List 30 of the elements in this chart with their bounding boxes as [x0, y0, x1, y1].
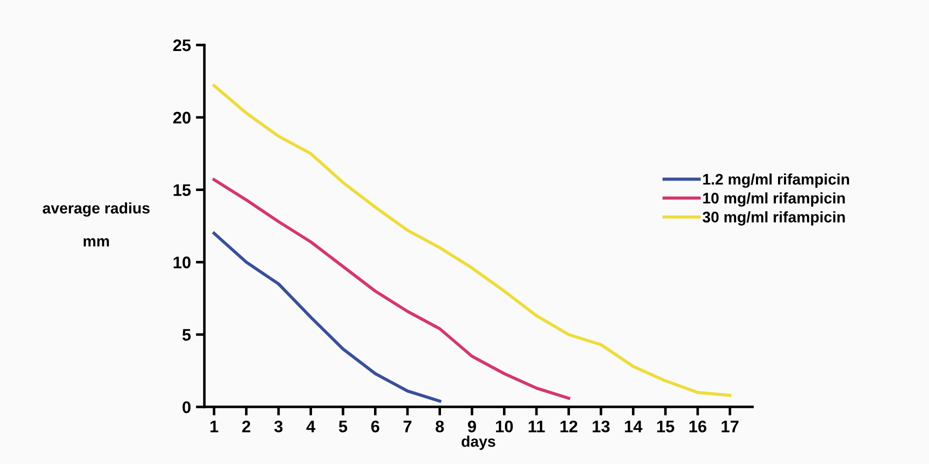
x-tick-label: 11 — [528, 420, 545, 432]
text: average radius mm — [42, 202, 150, 246]
legend-label: 10 mg/ml rifampicin — [703, 192, 845, 207]
x-tick-label: 4 — [306, 420, 316, 432]
x-tick-label: 10 — [496, 420, 513, 432]
x-axis-title: days — [462, 436, 496, 450]
x-tick-label: 15 — [657, 420, 674, 432]
line-series — [212, 232, 442, 403]
x-tick-label: 17 — [722, 420, 738, 432]
x-tick-label: 2 — [242, 420, 250, 432]
line-series — [212, 178, 570, 400]
x-tick-label: 14 — [624, 420, 642, 432]
y-tick-label: 5 — [182, 329, 191, 341]
y-tick-label: 0 — [182, 401, 191, 414]
legend-label: 1.2 mg/ml rifampicin — [703, 173, 850, 188]
y-tick-label: 25 — [173, 39, 191, 52]
y-tick-label: 15 — [174, 184, 191, 196]
y-tick-label: 10 — [174, 256, 191, 268]
x-tick-label: 9 — [468, 420, 476, 432]
x-tick-label: 8 — [436, 420, 444, 432]
x-tick-label: 3 — [274, 420, 283, 432]
x-tick-label: 6 — [371, 420, 380, 432]
x-tick-label: 16 — [689, 420, 706, 432]
x-tick-label: 13 — [592, 420, 610, 432]
y-tick-label: 20 — [173, 112, 191, 124]
x-tick-label: 5 — [338, 420, 348, 432]
x-tick-label: 1 — [210, 420, 218, 432]
x-tick-label: 12 — [560, 420, 578, 432]
x-tick-label: 7 — [404, 420, 412, 432]
legend-label: 30 mg/ml rifampicin — [702, 211, 845, 226]
